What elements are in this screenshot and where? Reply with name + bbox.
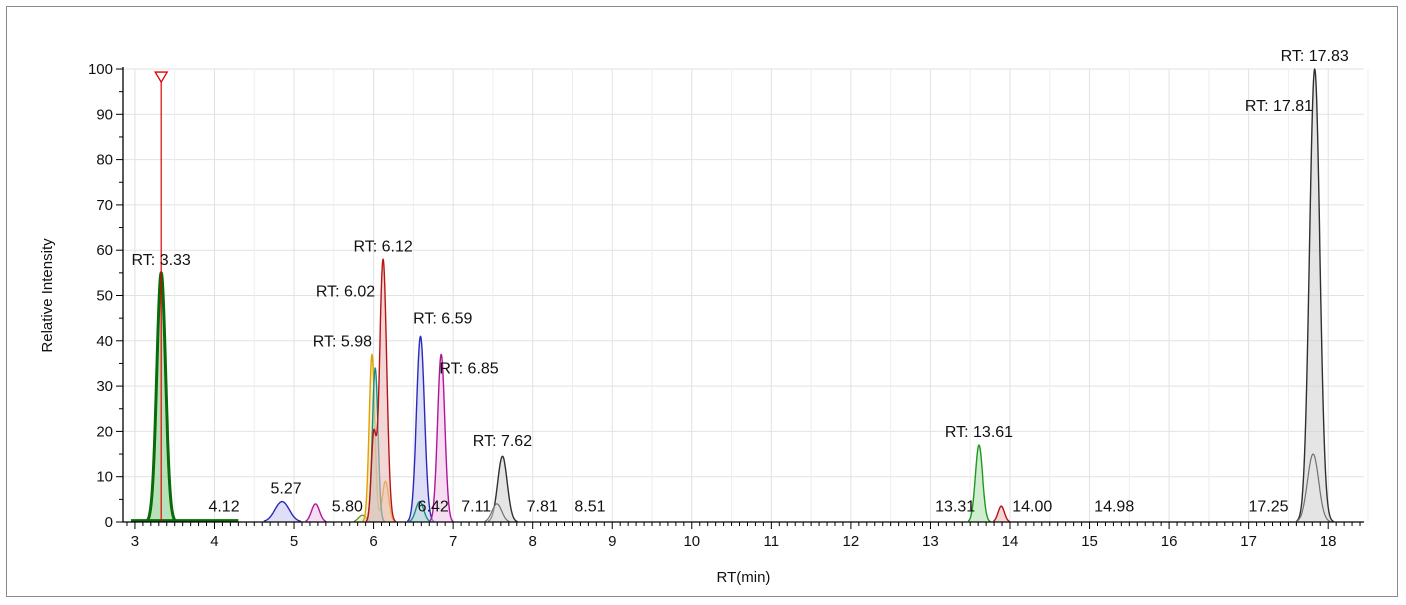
peak-label: 5.80 [332,499,363,516]
peak-label: 14.00 [1012,499,1052,516]
peak-label: RT: 13.61 [945,424,1013,441]
peak-label: RT: 3.33 [132,252,191,269]
x-tick-label: 7 [449,533,457,550]
y-tick-label: 100 [88,61,113,78]
x-tick-label: 11 [764,533,780,550]
x-tick-label: 12 [843,533,860,550]
series-1-fill [407,336,434,522]
peak-label: 7.11 [461,499,491,516]
series-2-fill [429,354,454,522]
y-tick-label: 80 [96,152,113,169]
peak-label: RT: 7.62 [473,433,532,450]
series-8-line [1296,453,1331,523]
y-axis-title: Relative Intensity [39,238,56,353]
series-1-line [263,500,302,523]
peak-label: 17.25 [1249,499,1289,516]
marker-triangle-icon [154,71,169,84]
peak-label: 6.42 [418,499,449,516]
peak-label: RT: 6.02 [316,284,375,301]
series-9-line [967,444,991,523]
series-7-fill [1296,69,1334,522]
y-tick-label: 70 [96,197,113,214]
x-tick-label: 17 [1240,533,1257,550]
y-tick-label: 50 [96,288,113,305]
series-6-line [365,258,397,523]
series-7-line [1296,68,1335,523]
peak-label: 8.51 [574,499,605,516]
series-layer [130,68,1335,523]
x-tick-label: 18 [1320,533,1337,550]
series-6-line [992,505,1011,523]
x-tick-label: 13 [922,533,939,550]
y-tick-label: 30 [96,378,113,395]
series-2-line [429,353,454,523]
peak-label: 7.81 [527,499,558,516]
series-1-fill [263,501,301,522]
axes: 0 10 20 30 40 50 60 70 80 90 100 3 4 5 6 7 8 9 10 11 12 13 14 1… [88,61,1364,550]
peak-label: RT: 6.85 [439,361,498,378]
y-tick-label: 60 [96,242,113,259]
series-6-fill [993,506,1010,522]
peak-label: RT: 5.98 [313,333,372,350]
series-2-fill [305,503,326,522]
annotations: RT: 3.33 4.12 5.27 5.80 RT: 5.98 RT: 6.02 RT: … [132,48,1349,516]
x-tick-label: 15 [1081,533,1098,550]
peak-label: 13.31 [935,499,975,516]
y-tick-label: 20 [96,423,113,440]
y-tick-label: 90 [96,106,113,123]
x-tick-label: 6 [369,533,377,550]
y-tick-label: 10 [96,469,113,486]
series-8-line [484,503,510,523]
chart-frame [6,6,1398,597]
peak-label: 5.27 [271,481,302,498]
y-tick-label: 0 [105,514,113,531]
series-5-fill [409,501,431,522]
series-1-line [406,335,435,523]
series-8-fill [485,503,510,522]
x-tick-label: 14 [1002,533,1019,550]
grid [123,68,1369,523]
x-axis-title: RT(min) [717,569,771,586]
peak-label: RT: 17.81 [1245,98,1313,115]
peak-label: 14.98 [1094,499,1134,516]
x-tick-label: 10 [683,533,700,550]
x-tick-label: 8 [529,533,537,550]
y-tick-label: 40 [96,333,113,350]
peak-label: RT: 17.83 [1281,48,1349,65]
x-tick-label: 3 [131,533,139,550]
peak-label: 4.12 [208,499,239,516]
series-5-line [409,500,432,523]
x-tick-label: 16 [1161,533,1178,550]
x-tick-label: 9 [608,533,616,550]
peak-label: RT: 6.59 [413,311,472,328]
x-tick-label: 5 [290,533,298,550]
x-tick-label: 4 [210,533,218,550]
series-2-line [305,503,327,523]
peak-label: RT: 6.12 [353,238,412,255]
